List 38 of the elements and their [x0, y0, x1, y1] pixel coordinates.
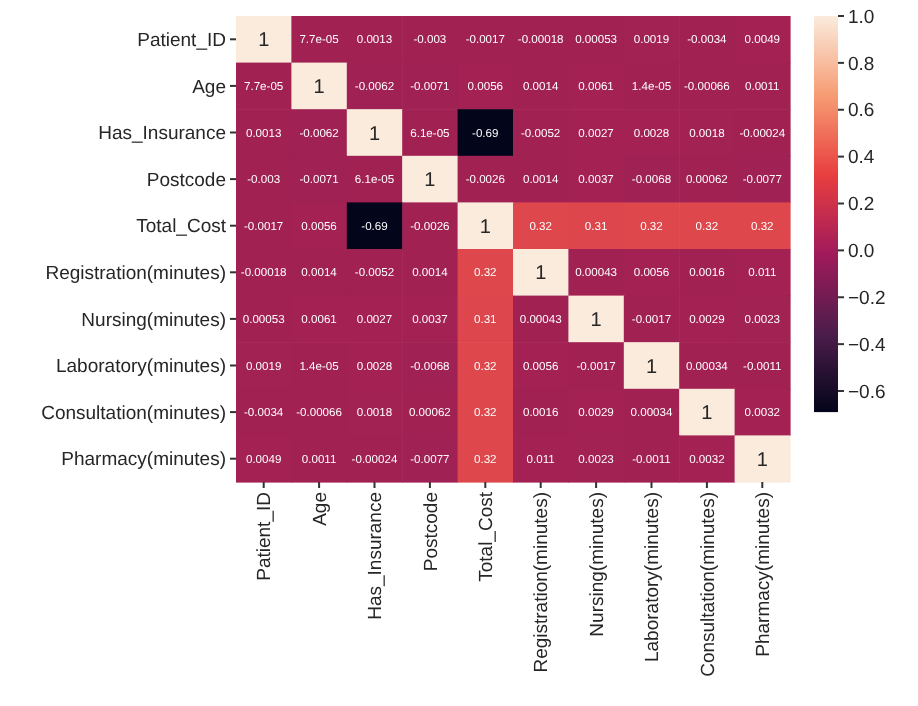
x-tick-label: Age [309, 492, 332, 526]
color-bar-label: −0.6 [848, 381, 886, 404]
x-tick-label: Postcode [420, 492, 443, 572]
data-label: 1 [368, 123, 381, 146]
color-bar-label: −0.2 [848, 287, 886, 310]
x-tick-label: Consultation(minutes) [697, 492, 720, 677]
data-label: 1 [258, 30, 271, 53]
color-bar-label: 1.0 [848, 6, 875, 29]
y-tick-label: Age [192, 76, 226, 99]
data-label: 1 [313, 76, 326, 99]
color-bar-label: −0.4 [848, 334, 886, 357]
x-tick-label: Pharmacy(minutes) [752, 492, 775, 657]
y-tick-label: Pharmacy(minutes) [61, 449, 226, 472]
y-tick-label: Postcode [146, 169, 226, 192]
data-label: 1 [424, 170, 437, 193]
y-tick-label: Nursing(minutes) [81, 309, 226, 332]
x-tick-label: Total_Cost [475, 491, 498, 582]
color-bar-label: 0.0 [848, 241, 875, 264]
data-label: 1 [701, 403, 714, 426]
data-label: 1 [590, 309, 603, 332]
y-tick-label: Total_Cost [136, 216, 227, 239]
data-label: 1 [645, 356, 658, 379]
color-bar-label: 0.8 [848, 53, 875, 76]
y-tick-label: Consultation(minutes) [41, 402, 226, 425]
data-label: 1 [535, 263, 548, 286]
y-tick-label: Has_Insurance [98, 123, 226, 146]
x-tick-label: Nursing(minutes) [586, 492, 609, 637]
x-tick-label: Has_Insurance [365, 492, 388, 620]
x-tick-label: Laboratory(minutes) [642, 492, 665, 663]
data-label: 1 [479, 216, 492, 239]
color-bar-label: 0.4 [848, 147, 875, 170]
data-label: 1 [756, 449, 769, 472]
color-bar-label: 0.6 [848, 100, 875, 123]
y-tick-label: Registration(minutes) [45, 262, 226, 285]
color-bar-label: 0.2 [848, 194, 875, 217]
x-tick-label: Registration(minutes) [531, 492, 554, 673]
y-tick-label: Patient_ID [137, 29, 227, 52]
y-tick-label: Laboratory(minutes) [55, 356, 226, 379]
